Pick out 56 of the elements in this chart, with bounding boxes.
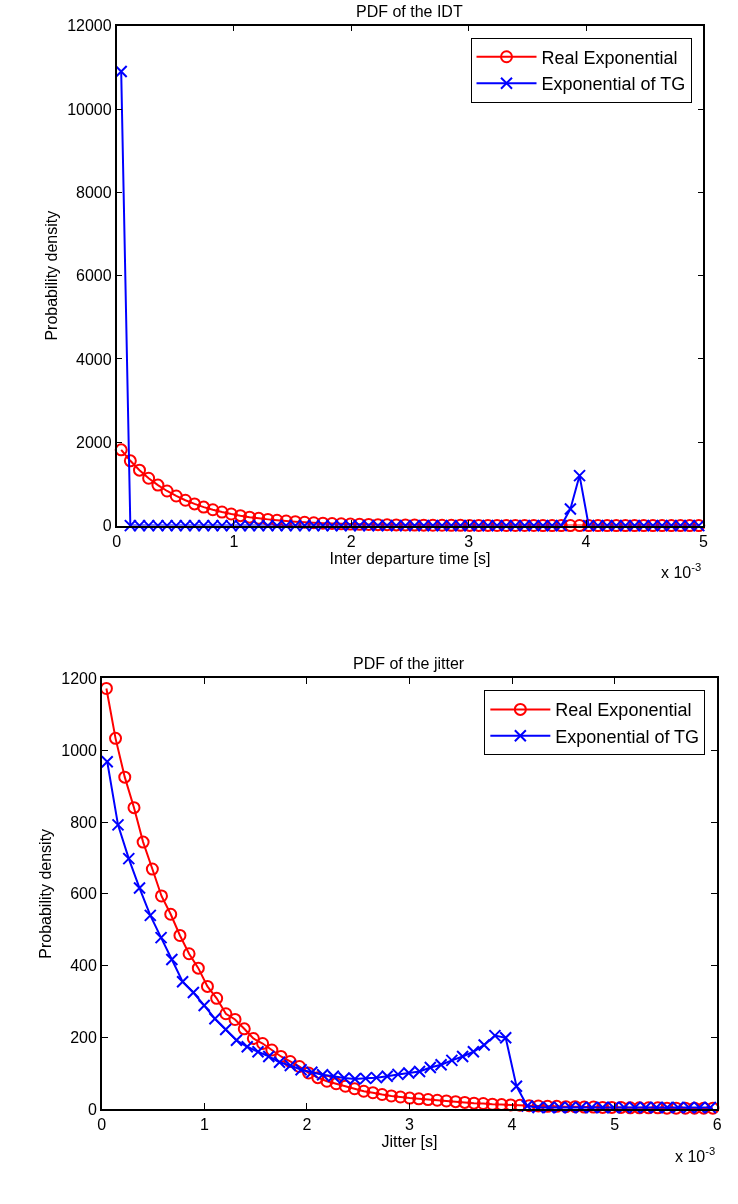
y-tick-label: 12000 [67,17,112,35]
point [229,1033,243,1047]
point [219,1023,233,1037]
y-tick-label: 10000 [67,100,112,118]
x-tick-label: 2 [302,1116,312,1134]
y-tick-label: 0 [87,1100,97,1118]
y-tick-label: 1000 [61,741,97,759]
legend-label: Exponential of TG [541,74,686,95]
text: x 10$^{-3}$ [661,561,702,581]
legend-label: Real Exponential [541,47,678,68]
y-tick-label: 6000 [76,267,112,285]
x-tick-label: 1 [229,532,239,550]
y-axis-title: Probability density [42,210,60,341]
y-tick-label: 800 [70,813,97,831]
x-tick-label: 3 [464,532,474,550]
chart-title: PDF of the IDT [356,3,463,20]
chart-title: PDF of the jitter [353,655,465,672]
point [186,986,200,1000]
point [477,1038,491,1052]
point [251,1045,265,1059]
y-tick-label: 4000 [76,350,112,368]
x-tick-label: 4 [507,1116,517,1134]
point [100,755,114,769]
point [240,1040,254,1054]
point [262,1049,276,1063]
x-tick-label: 1 [199,1116,209,1134]
y-tick-label: 0 [102,517,112,535]
y-axis-title: Probability density [36,828,54,959]
point [509,1079,523,1093]
y-tick-label: 8000 [76,183,112,201]
point [143,908,157,922]
y-tick-label: 400 [70,957,97,975]
point [208,1012,222,1026]
x-tick-label: 4 [581,532,591,550]
x-tick-label: 2 [346,532,356,550]
x-tick-label: 3 [405,1116,415,1134]
x-tick-label: 5 [610,1116,620,1134]
point [133,881,147,895]
point [122,852,136,866]
text: x 10$^{-3}$ [675,1145,716,1165]
y-tick-label: 1200 [61,670,97,687]
y-tick-label: 2000 [76,433,112,451]
legend-label: Exponential of TG [555,726,700,747]
point [111,818,125,832]
x-axis-title: Jitter [s] [381,1133,438,1151]
point [197,998,211,1012]
x-tick-label: 6 [712,1116,722,1134]
x-axis-title: Inter departure time [s] [329,549,491,567]
y-tick-label: 600 [70,885,97,903]
x-tick-label: 5 [698,532,708,550]
point [165,953,179,967]
y-tick-label: 200 [70,1029,97,1047]
point [176,975,190,989]
point [466,1045,480,1059]
point [154,931,168,945]
legend-label: Real Exponential [555,700,692,721]
